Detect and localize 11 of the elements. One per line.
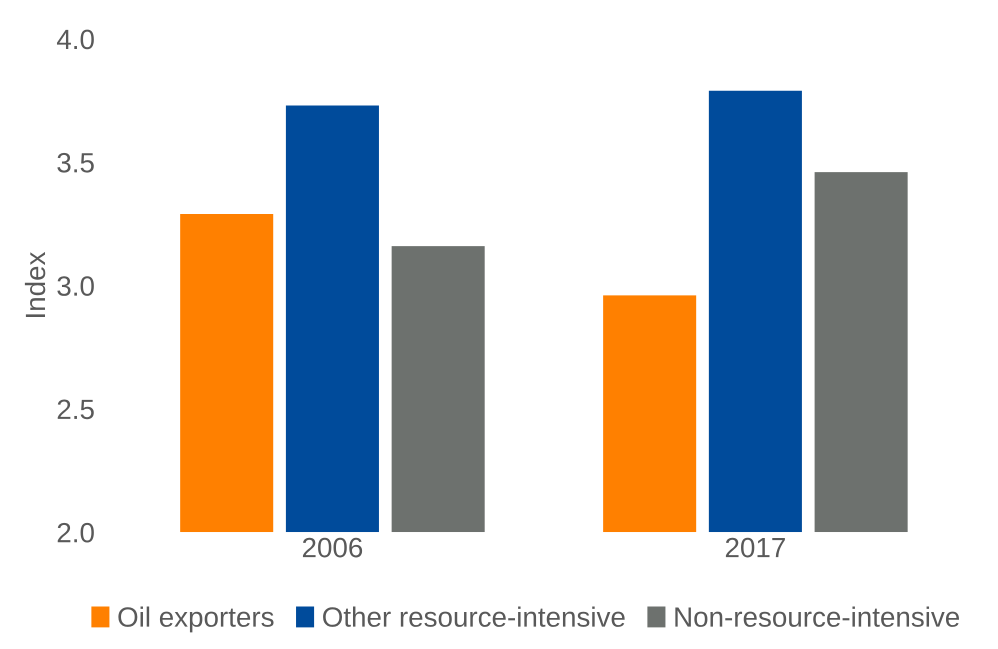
y-tick-label: 4.0 bbox=[56, 30, 94, 50]
y-tick-label: 3.5 bbox=[57, 152, 94, 173]
legend-label: Oil exporters bbox=[118, 606, 274, 632]
y-axis-title: Index bbox=[24, 252, 46, 317]
y-tick-label: 3.0 bbox=[57, 276, 94, 296]
y-tick-label: 2.5 bbox=[58, 400, 94, 420]
y-tick-label: 2.0 bbox=[58, 522, 94, 543]
x-tick-label: 2017 bbox=[726, 538, 785, 558]
legend-label: Non-resource-intensive bbox=[675, 606, 960, 627]
x-tick-label: 2006 bbox=[302, 538, 362, 558]
legend-label: Other resource-intensive bbox=[323, 606, 625, 627]
